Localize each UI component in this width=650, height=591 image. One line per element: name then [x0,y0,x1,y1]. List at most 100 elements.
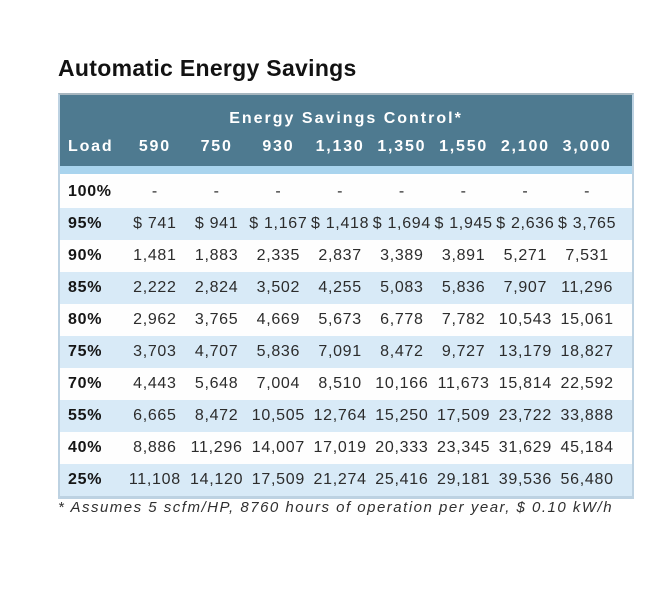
load-cell: 90% [68,247,103,264]
value-cell: 11,673 [437,375,490,392]
value-cell: $ 1,694 [372,215,432,232]
value-cell: 3,891 [441,247,486,264]
table-row: 40% 8,886 11,296 14,007 17,019 20,333 23,345 31… [60,432,632,464]
value-cell: $ 1,945 [434,215,493,232]
value-cell: 13,179 [498,343,552,360]
value-cell: 5,836 [256,343,301,360]
value-cell: 23,345 [437,439,491,456]
header-accent-strip [60,166,632,176]
load-cell: 100% [68,183,112,200]
value-cell: 18,827 [560,343,614,360]
value-cell: - [337,183,344,200]
table-row: 85% 2,222 2,824 3,502 4,255 5,083 5,836 7,907 11… [60,272,632,304]
value-cell: 31,629 [498,439,552,456]
value-cell: 23,722 [498,407,552,424]
value-cell: 25,416 [375,471,429,488]
page-title: Automatic Energy Savings [58,55,357,81]
value-cell: - [398,183,405,200]
value-cell: 2,222 [133,279,177,296]
value-cell: 5,648 [194,375,239,392]
value-cell: 5,836 [441,279,486,296]
value-cell: 3,389 [380,247,424,264]
value-cell: 4,255 [318,279,362,296]
value-cell: 3,703 [133,343,177,360]
value-cell: 7,782 [441,311,486,328]
value-cell: 5,083 [380,279,424,296]
value-cell: 7,004 [256,375,301,392]
value-cell: 15,250 [375,407,429,424]
load-cell: 70% [68,375,103,392]
energy-savings-table: Energy Savings Control* Load 590 750 930 1,1… [58,93,634,499]
value-cell: 17,509 [437,407,491,424]
column-header-load: Load [68,138,114,155]
column-header: 1,350 [377,138,427,155]
value-cell: 4,443 [133,375,177,392]
value-cell: 1,481 [133,247,177,264]
table-row: 90% 1,481 1,883 2,335 2,837 3,389 3,891 5,271 7,… [60,240,632,272]
column-header: 750 [200,138,233,155]
load-cell: 25% [68,471,103,488]
value-cell: 5,673 [318,311,362,328]
value-cell: - [151,183,158,200]
value-cell: 33,888 [560,407,614,424]
value-cell: 9,727 [441,343,486,360]
column-header: 3,000 [562,138,612,155]
value-cell: - [275,183,282,200]
value-cell: 29,181 [437,471,491,488]
value-cell: 7,531 [565,247,609,264]
table-row: 95% $ 741 $ 941 $ 1,167 $ 1,418 $ 1,694 $ 1,94… [60,208,632,240]
column-header: 1,550 [439,138,489,155]
value-cell: 8,510 [318,375,362,392]
value-cell: 14,007 [251,439,305,456]
value-cell: 2,824 [194,279,239,296]
value-cell: 8,472 [380,343,424,360]
value-cell: $ 1,167 [249,215,308,232]
value-cell: 56,480 [560,471,614,488]
value-cell: 12,764 [313,407,367,424]
value-cell: - [522,183,529,200]
value-cell: 11,108 [128,471,181,488]
table-row: 100% - - - - - - - - [60,176,632,208]
value-cell: 15,061 [560,311,614,328]
load-cell: 55% [68,407,103,424]
value-cell: - [460,183,467,200]
value-cell: 39,536 [498,471,552,488]
value-cell: $ 2,636 [496,215,555,232]
value-cell: 4,669 [256,311,301,328]
value-cell: - [213,183,220,200]
value-cell: 2,837 [318,247,362,264]
column-header: 930 [262,138,295,155]
value-cell: - [584,183,591,200]
load-cell: 95% [68,215,103,232]
value-cell: 11,296 [190,439,243,456]
table-row: 75% 3,703 4,707 5,836 7,091 8,472 9,727 13,179 1… [60,336,632,368]
value-cell: 17,019 [313,439,367,456]
value-cell: $ 1,418 [310,215,370,232]
table-row: 80% 2,962 3,765 4,669 5,673 6,778 7,782 10,543 1… [60,304,632,336]
value-cell: 7,091 [318,343,362,360]
load-cell: 80% [68,311,103,328]
value-cell: 3,765 [194,311,239,328]
load-cell: 85% [68,279,103,296]
value-cell: 3,502 [256,279,301,296]
table-row: 70% 4,443 5,648 7,004 8,510 10,166 11,673 15,81… [60,368,632,400]
column-header: 1,130 [315,138,365,155]
value-cell: 17,509 [251,471,305,488]
value-cell: 22,592 [560,375,614,392]
value-cell: 20,333 [375,439,429,456]
load-cell: 40% [68,439,103,456]
value-cell: $ 941 [194,215,239,232]
value-cell: 4,707 [194,343,239,360]
value-cell: 10,543 [498,311,552,328]
table-row: 25% 11,108 14,120 17,509 21,274 25,416 29,181 3… [60,464,632,496]
value-cell: 8,472 [194,407,239,424]
value-cell: 15,814 [498,375,552,392]
value-cell: 6,778 [380,311,424,328]
table-span-header: Energy Savings Control* [60,95,632,138]
value-cell: 2,335 [256,247,301,264]
value-cell: 5,271 [503,247,548,264]
table-row: 55% 6,665 8,472 10,505 12,764 15,250 17,509 23,… [60,400,632,432]
column-header: 590 [138,138,171,155]
value-cell: 10,166 [375,375,429,392]
table-body: 100% - - - - - - - -95% $ 741 $ 941 $ 1,167 $ 1,418 $… [60,176,632,496]
